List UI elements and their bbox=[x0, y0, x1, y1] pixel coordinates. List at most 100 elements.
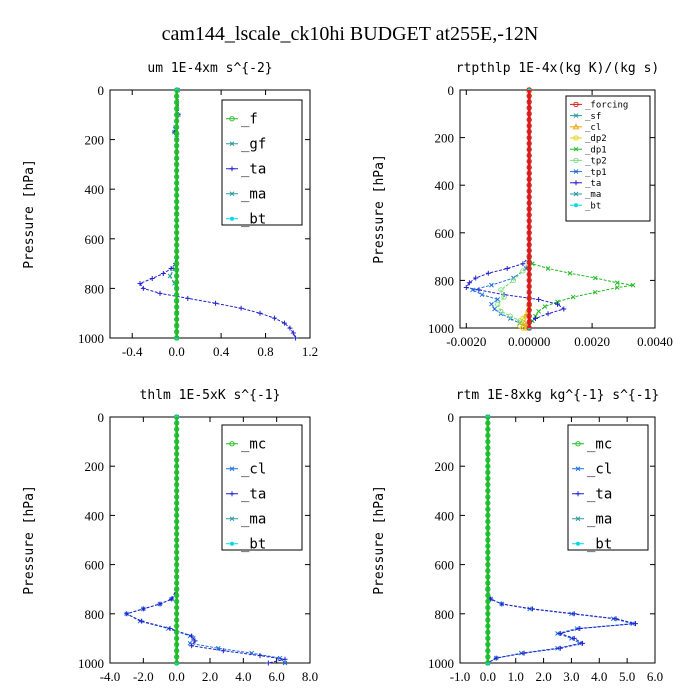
data-point bbox=[174, 136, 180, 143]
legend-marker bbox=[573, 135, 579, 141]
y-axis-label: Pressure [hPa] bbox=[372, 485, 387, 595]
data-point bbox=[485, 537, 491, 543]
data-point bbox=[485, 451, 491, 457]
data-point bbox=[174, 494, 180, 500]
data-point bbox=[485, 414, 491, 420]
data-point bbox=[526, 218, 532, 224]
legend-label: _ta bbox=[587, 487, 612, 503]
data-point bbox=[174, 192, 180, 199]
data-point bbox=[577, 626, 583, 632]
legend-label: _bt bbox=[241, 537, 266, 553]
data-point bbox=[174, 174, 180, 180]
x-tick-label: -2.0 bbox=[133, 669, 154, 684]
data-point bbox=[174, 549, 180, 555]
panel-title: rtm 1E-8xkg kg^{-1} s^{-1} bbox=[456, 388, 660, 403]
series-mc bbox=[174, 414, 180, 666]
data-point bbox=[174, 451, 180, 457]
x-tick-label: 2.0 bbox=[202, 669, 218, 684]
data-point bbox=[220, 648, 226, 654]
data-point bbox=[526, 289, 532, 295]
data-point bbox=[174, 445, 180, 451]
data-point bbox=[532, 315, 538, 321]
data-point bbox=[473, 275, 479, 281]
data-point bbox=[282, 660, 288, 666]
data-point bbox=[174, 316, 180, 323]
data-point bbox=[526, 230, 532, 236]
panel-title: thlm 1E-5xK s^{-1} bbox=[140, 388, 281, 403]
legend-label: _cl bbox=[241, 462, 266, 478]
y-tick-label: 200 bbox=[85, 459, 105, 474]
plot-frame bbox=[459, 89, 656, 329]
data-point bbox=[504, 266, 510, 271]
panel-title: rtpthlp 1E-4x(kg K)/(kg s) bbox=[456, 61, 660, 76]
data-point bbox=[526, 277, 532, 284]
series-line bbox=[497, 90, 530, 329]
legend: _f _gf _ta _ma _bt bbox=[221, 99, 303, 228]
data-point bbox=[526, 265, 532, 272]
data-point bbox=[526, 295, 532, 301]
data-point bbox=[174, 426, 180, 432]
legend-item-bt: _bt bbox=[226, 212, 266, 228]
data-point bbox=[485, 617, 491, 623]
data-point bbox=[282, 656, 288, 662]
data-point bbox=[174, 260, 180, 267]
legend-marker bbox=[573, 113, 579, 118]
data-point bbox=[174, 118, 180, 124]
legend-label: _gf bbox=[241, 137, 266, 153]
data-point bbox=[569, 611, 574, 617]
data-point bbox=[174, 438, 180, 445]
data-point bbox=[174, 457, 180, 463]
data-point bbox=[257, 653, 263, 659]
data-point bbox=[140, 285, 146, 291]
data-point bbox=[174, 641, 180, 648]
data-point bbox=[521, 319, 528, 326]
x-tick-label: -4.0 bbox=[100, 669, 121, 684]
data-point bbox=[614, 280, 620, 286]
legend-item-f: _f bbox=[226, 112, 258, 128]
data-point bbox=[485, 469, 491, 475]
legend-label: _ma bbox=[241, 512, 266, 528]
data-point bbox=[485, 500, 491, 506]
data-point bbox=[526, 117, 532, 123]
data-point bbox=[526, 188, 532, 194]
legend-marker bbox=[573, 169, 579, 174]
data-point bbox=[174, 93, 180, 99]
legend-box bbox=[565, 95, 651, 222]
legend-marker bbox=[575, 491, 581, 497]
data-point bbox=[174, 568, 180, 574]
legend-item-cl: _cl bbox=[570, 123, 601, 133]
data-point bbox=[174, 586, 180, 592]
data-point bbox=[498, 287, 504, 293]
data-point bbox=[520, 315, 526, 322]
legend-box bbox=[567, 424, 649, 551]
legend-item-ta: _ta bbox=[226, 162, 266, 178]
data-point bbox=[485, 512, 491, 519]
data-point bbox=[485, 605, 491, 611]
data-point bbox=[192, 638, 198, 644]
data-point bbox=[174, 211, 180, 217]
data-point bbox=[526, 271, 532, 278]
data-point bbox=[557, 645, 563, 651]
data-point bbox=[557, 630, 563, 636]
x-tick-label: 0.0020 bbox=[574, 334, 610, 349]
data-point bbox=[526, 247, 532, 254]
data-point bbox=[466, 280, 472, 286]
data-point bbox=[174, 660, 180, 666]
data-point bbox=[485, 641, 491, 648]
legend-label: _f bbox=[241, 112, 258, 128]
legend-label: _sf bbox=[585, 112, 601, 122]
data-point bbox=[526, 158, 532, 165]
x-tick-label: 4.0 bbox=[235, 669, 251, 684]
legend-label: _cl bbox=[585, 123, 601, 133]
legend-box bbox=[221, 424, 303, 551]
y-axis-label: Pressure [hPa] bbox=[372, 154, 387, 264]
data-point bbox=[174, 648, 180, 654]
data-point bbox=[501, 294, 507, 300]
legend-marker bbox=[573, 180, 579, 186]
data-point bbox=[485, 586, 491, 592]
data-point bbox=[215, 645, 221, 651]
data-point bbox=[613, 616, 619, 622]
y-tick-label: 600 bbox=[435, 558, 455, 573]
plot-frame bbox=[109, 89, 311, 339]
data-point bbox=[174, 198, 180, 205]
